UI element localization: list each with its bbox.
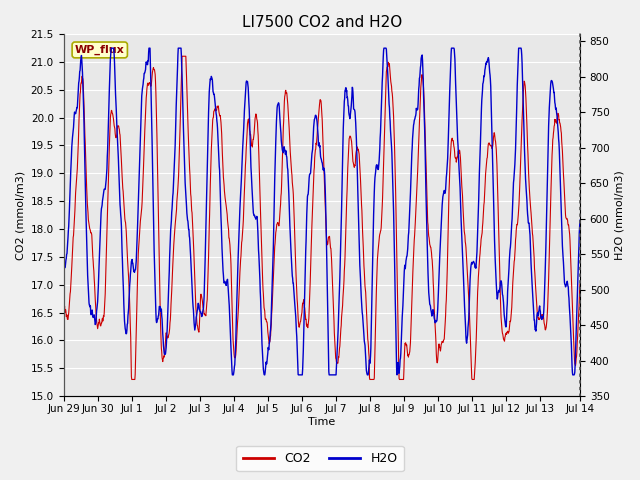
H2O	[60, 262, 67, 268]
CO2	[178, 53, 186, 59]
CO2	[100, 312, 108, 318]
H2O	[121, 322, 129, 328]
CO2	[355, 146, 362, 152]
CO2	[290, 211, 298, 216]
Y-axis label: CO2 (mmol/m3): CO2 (mmol/m3)	[15, 170, 25, 260]
H2O	[228, 372, 236, 378]
H2O	[290, 289, 298, 295]
Legend: CO2, H2O: CO2, H2O	[236, 446, 404, 471]
CO2	[576, 281, 584, 287]
CO2	[280, 125, 287, 131]
H2O	[355, 198, 362, 204]
H2O	[108, 45, 115, 51]
Text: WP_flux: WP_flux	[75, 45, 125, 55]
Line: CO2: CO2	[63, 56, 580, 380]
Line: H2O: H2O	[63, 48, 580, 375]
CO2	[121, 210, 129, 216]
CO2	[128, 377, 136, 383]
H2O	[576, 217, 584, 223]
Y-axis label: H2O (mmol/m3): H2O (mmol/m3)	[615, 170, 625, 260]
Title: LI7500 CO2 and H2O: LI7500 CO2 and H2O	[242, 15, 402, 30]
H2O	[300, 348, 307, 353]
H2O	[100, 191, 108, 196]
X-axis label: Time: Time	[308, 417, 335, 427]
CO2	[60, 306, 67, 312]
H2O	[280, 150, 287, 156]
CO2	[300, 300, 307, 305]
